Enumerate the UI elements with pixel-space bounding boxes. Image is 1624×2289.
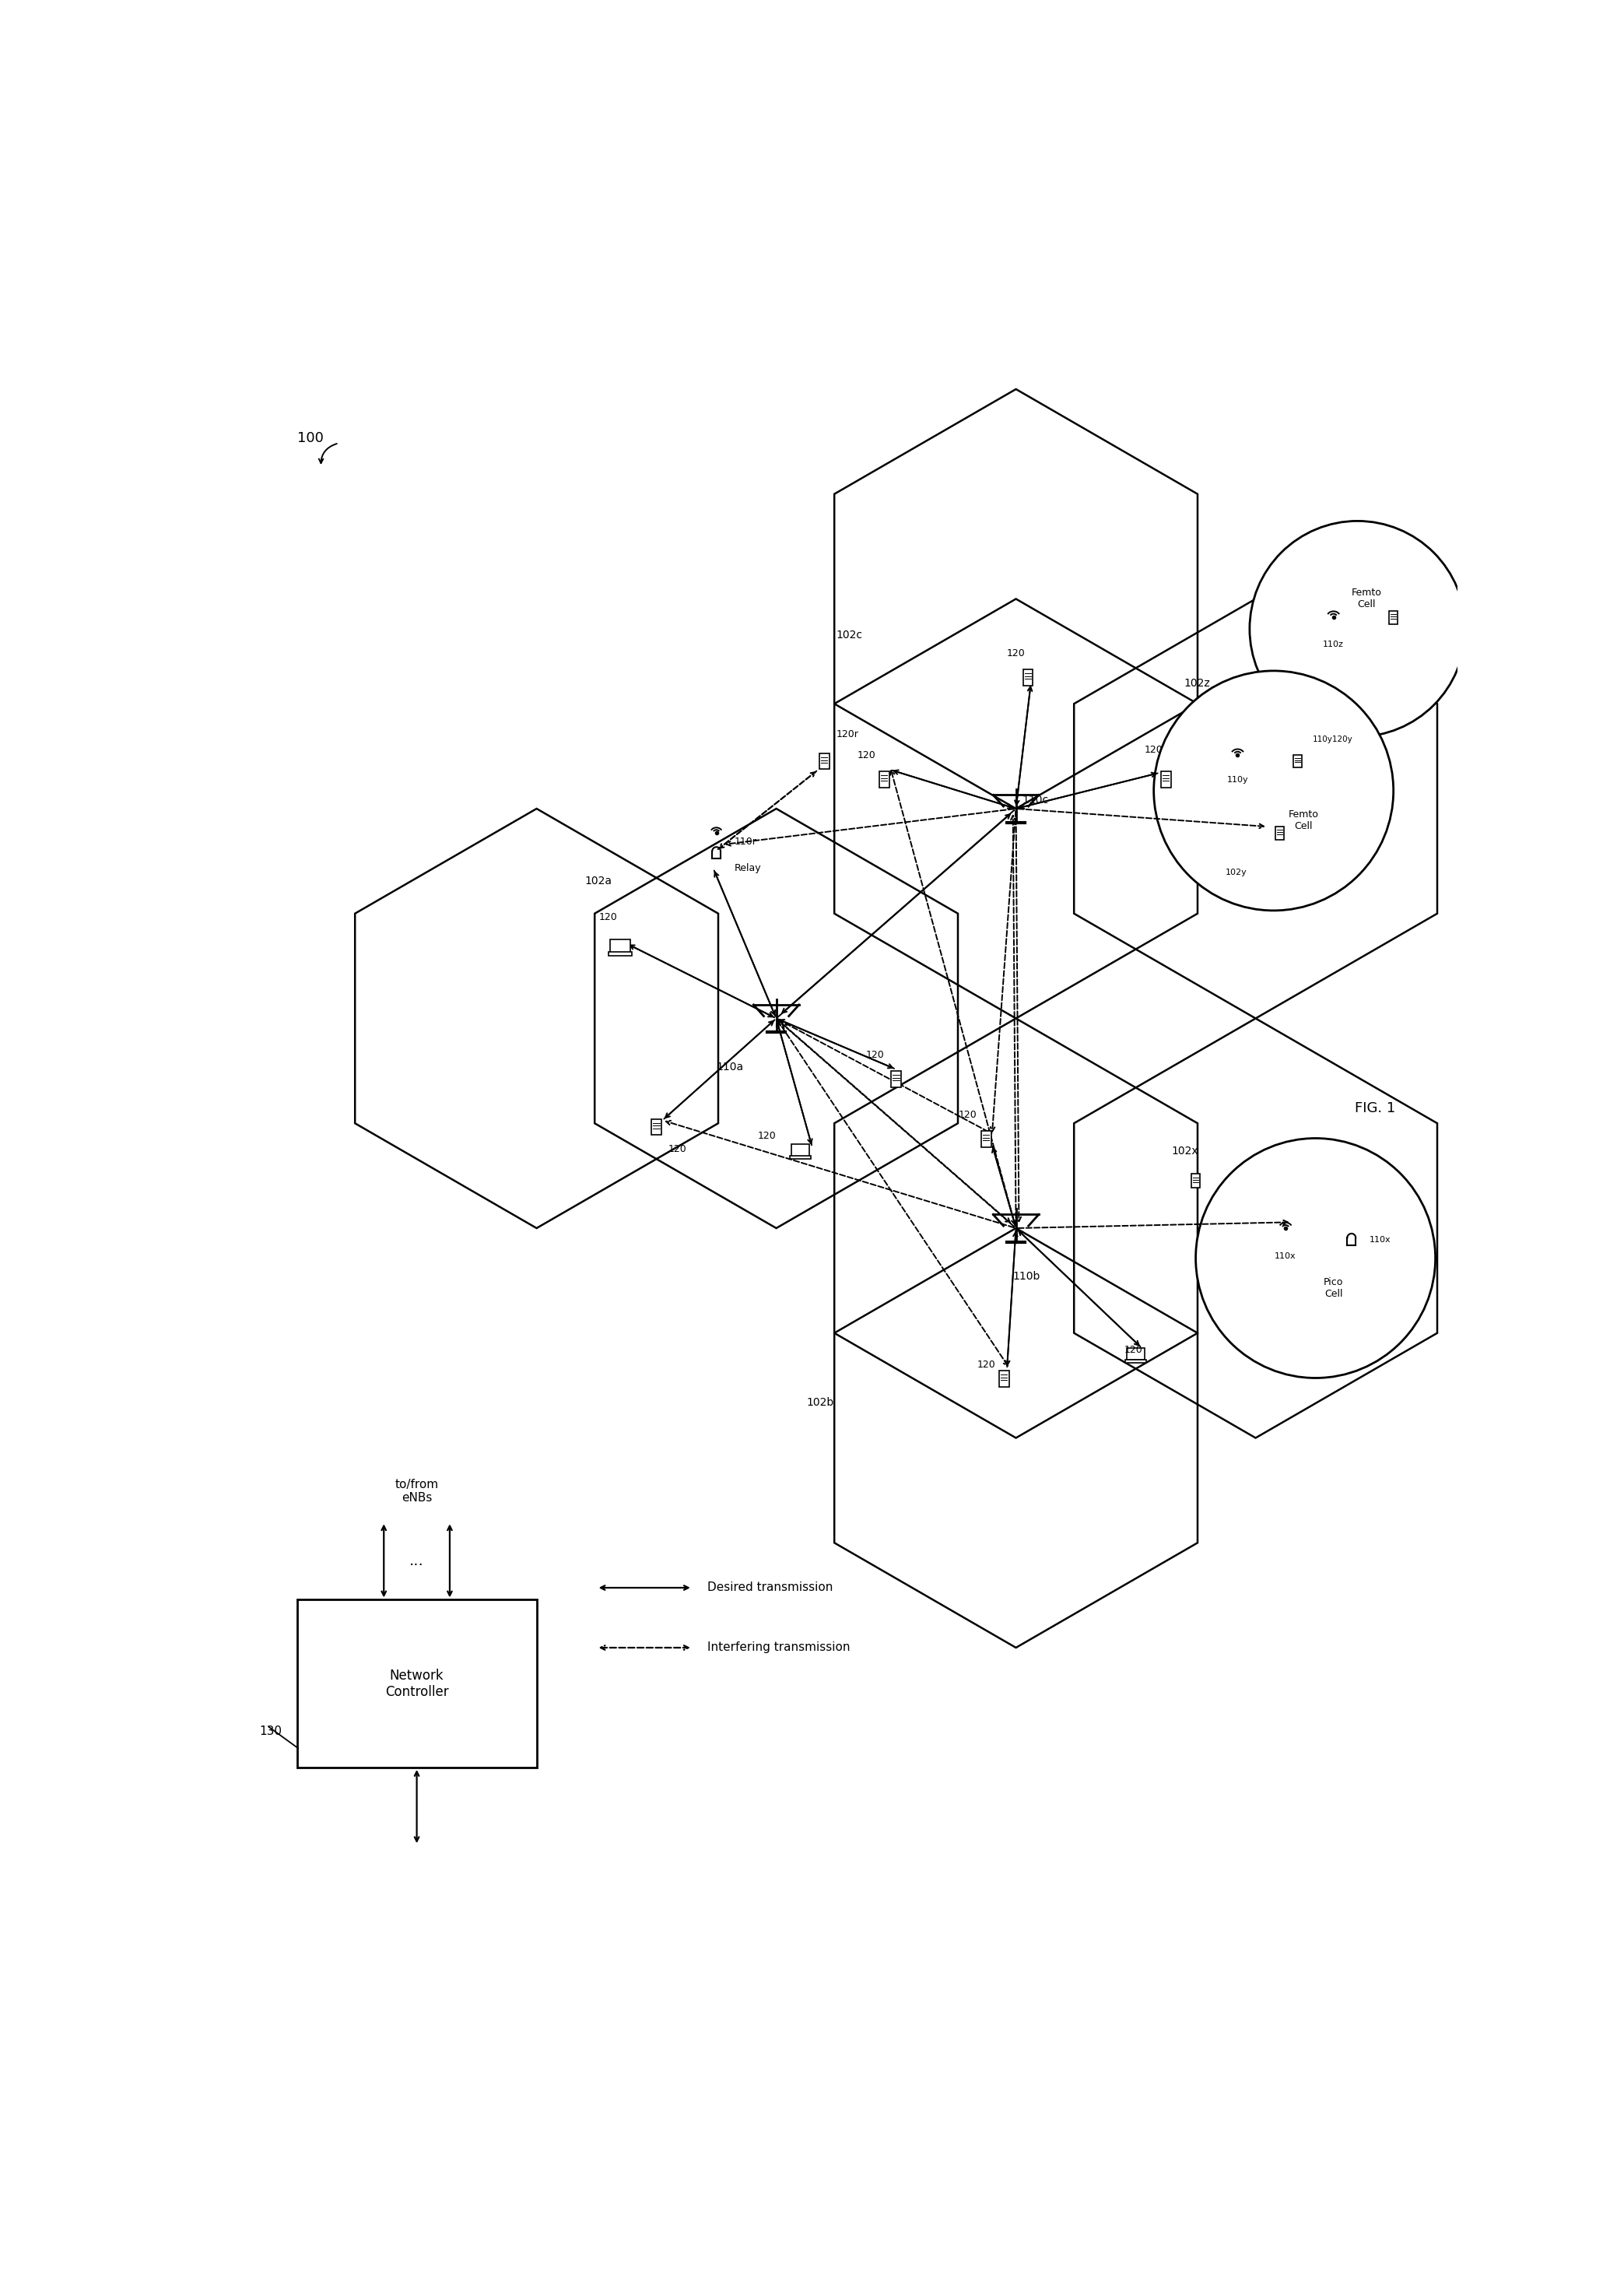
Text: 102a: 102a bbox=[585, 877, 612, 886]
Text: 102z: 102z bbox=[1184, 678, 1210, 689]
Text: 120: 120 bbox=[599, 913, 617, 922]
Text: 110b: 110b bbox=[1013, 1270, 1041, 1282]
Text: 130: 130 bbox=[260, 1726, 283, 1737]
Bar bbox=[789, 1156, 810, 1158]
Text: 120: 120 bbox=[976, 1360, 996, 1371]
Text: 120: 120 bbox=[866, 1051, 883, 1060]
Bar bbox=[1275, 826, 1283, 840]
Text: 120: 120 bbox=[1007, 648, 1025, 659]
Bar bbox=[879, 771, 888, 787]
Text: Femto
Cell: Femto Cell bbox=[1351, 588, 1382, 609]
Text: 110r: 110r bbox=[734, 835, 757, 847]
Bar bbox=[297, 1600, 536, 1767]
Circle shape bbox=[1153, 671, 1393, 911]
Text: ...: ... bbox=[409, 1554, 424, 1568]
Text: 102c: 102c bbox=[836, 629, 862, 641]
Bar bbox=[892, 1071, 901, 1087]
Text: Network
Controller: Network Controller bbox=[385, 1669, 448, 1698]
Bar bbox=[651, 1119, 661, 1135]
Text: 110y: 110y bbox=[1226, 776, 1249, 783]
Text: FIG. 1: FIG. 1 bbox=[1354, 1101, 1395, 1115]
Text: 110x: 110x bbox=[1369, 1236, 1392, 1243]
Text: 120: 120 bbox=[857, 751, 875, 760]
Text: 120: 120 bbox=[958, 1110, 978, 1119]
Text: 120: 120 bbox=[1124, 1346, 1142, 1355]
Text: 110z: 110z bbox=[1324, 641, 1345, 648]
Circle shape bbox=[1249, 522, 1465, 737]
Text: 102y: 102y bbox=[1226, 868, 1247, 877]
Bar bbox=[981, 1131, 991, 1147]
Bar bbox=[1127, 1348, 1145, 1360]
Text: 110c: 110c bbox=[1021, 794, 1049, 806]
Text: 100: 100 bbox=[297, 430, 323, 444]
Bar bbox=[1293, 755, 1302, 767]
Bar bbox=[609, 952, 632, 955]
Text: Interfering transmission: Interfering transmission bbox=[708, 1641, 849, 1653]
Bar bbox=[791, 1144, 809, 1156]
Text: 120r: 120r bbox=[836, 730, 859, 739]
Bar bbox=[1161, 771, 1171, 787]
Text: 102x: 102x bbox=[1173, 1144, 1199, 1156]
Circle shape bbox=[1195, 1138, 1436, 1378]
Bar bbox=[611, 938, 630, 952]
Bar bbox=[818, 753, 830, 769]
Bar bbox=[1190, 1174, 1200, 1188]
Text: Femto
Cell: Femto Cell bbox=[1288, 810, 1319, 831]
Text: 120: 120 bbox=[758, 1131, 776, 1142]
Text: 110y120y: 110y120y bbox=[1312, 735, 1353, 744]
Text: to/from
eNBs: to/from eNBs bbox=[395, 1479, 438, 1504]
Bar bbox=[999, 1371, 1009, 1387]
Text: 102b: 102b bbox=[806, 1396, 833, 1408]
Text: Pico
Cell: Pico Cell bbox=[1324, 1277, 1343, 1298]
Bar bbox=[1023, 671, 1033, 684]
Text: 110x: 110x bbox=[1275, 1252, 1296, 1259]
Text: 120: 120 bbox=[1145, 744, 1163, 755]
Text: Desired transmission: Desired transmission bbox=[708, 1582, 833, 1593]
Text: 120: 120 bbox=[669, 1144, 687, 1154]
Bar bbox=[1389, 611, 1398, 625]
Bar bbox=[1125, 1360, 1147, 1362]
Text: 110a: 110a bbox=[716, 1062, 744, 1074]
Text: Relay: Relay bbox=[734, 863, 762, 874]
